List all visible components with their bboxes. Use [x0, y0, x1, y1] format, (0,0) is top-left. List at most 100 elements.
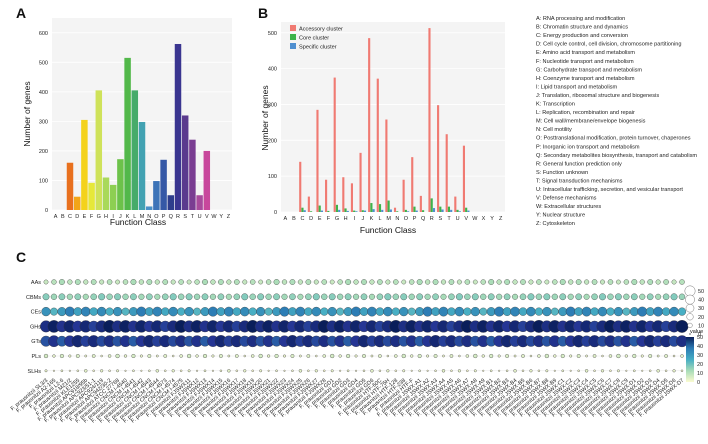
cog-legend-item: V: Defense mechanisms	[536, 196, 597, 202]
panel-b-bar-accessory	[454, 196, 457, 212]
panel-c-bubble	[112, 307, 123, 317]
panel-c-bubble	[186, 279, 192, 285]
panel-c-bubble	[502, 307, 512, 316]
panel-c-bubble	[645, 307, 655, 316]
panel-c-label: C	[16, 249, 26, 265]
panel-c-bubble	[76, 369, 79, 372]
panel-c-bubble	[465, 354, 470, 358]
panel-c-bubble	[115, 353, 120, 359]
panel-a-bar	[160, 159, 167, 210]
panel-c-bubble	[401, 279, 407, 285]
panel-c-bubble	[354, 354, 358, 358]
panel-c-bubble	[569, 369, 572, 372]
panel-c-bubble	[536, 279, 542, 285]
panel-c-bubble	[615, 293, 622, 301]
panel-b-bar-accessory	[333, 77, 336, 212]
panel-b-y-tick: 0	[274, 210, 277, 216]
panel-c-bubble	[458, 354, 461, 358]
panel-a-bar	[153, 181, 160, 210]
panel-c-bubble	[298, 369, 303, 373]
panel-b-x-tick: W	[472, 216, 478, 222]
panel-c-bubble	[273, 293, 280, 301]
panel-c-bubble	[431, 307, 440, 316]
panel-b-bar-core	[327, 210, 330, 212]
panel-c-bubble	[273, 279, 280, 285]
panel-b-x-tick: S	[439, 216, 443, 222]
panel-c-bubble	[210, 279, 216, 285]
panel-c-bubble	[136, 306, 147, 317]
panel-c-bubble	[672, 354, 676, 358]
panel-a-label: A	[16, 5, 26, 21]
panel-c-row-label: GTs	[31, 339, 41, 345]
panel-c-bubble	[155, 369, 159, 373]
panel-c-bubble	[487, 293, 495, 301]
panel-c-bubble	[67, 279, 73, 285]
legend-label-specific: Specific cluster	[299, 45, 337, 51]
panel-c-bubble	[211, 369, 214, 372]
panel-c-bubble	[281, 293, 288, 300]
panel-c-bubble	[355, 369, 358, 372]
panel-c-bubble	[425, 279, 431, 285]
panel-a-bar	[66, 162, 74, 210]
panel-c-bubble	[584, 279, 590, 285]
panel-c-bubble	[338, 354, 342, 358]
size-legend-label: 0	[698, 332, 701, 338]
panel-b-bar-accessory	[359, 152, 362, 212]
panel-c-bubble	[43, 353, 49, 359]
panel-c-bubble	[290, 354, 295, 358]
panel-c-bubble	[368, 293, 375, 300]
panel-b-x-tick: G	[335, 216, 339, 222]
panel-c-bubble	[529, 369, 533, 373]
panel-c-bubble	[441, 369, 446, 373]
panel-a-x-tick: D	[75, 214, 79, 220]
panel-b-x-tick: E	[318, 216, 322, 222]
panel-c-bubble	[115, 279, 120, 285]
panel-c-bubble	[402, 369, 406, 373]
panel-c-bubble	[408, 293, 415, 300]
panel-c-bubble	[353, 279, 359, 285]
panel-c-bubble	[504, 279, 510, 285]
color-legend-tick: 50	[697, 335, 703, 341]
panel-c-bubble	[544, 353, 549, 359]
panel-c-bubble	[196, 369, 199, 372]
panel-b-bar-specific	[407, 211, 410, 212]
panel-c-bubble	[392, 293, 399, 300]
panel-b-bar-core	[318, 205, 321, 212]
panel-a-bar	[73, 196, 81, 210]
panel-c-bubble	[187, 353, 192, 359]
panel-a-x-tick: M	[140, 214, 145, 220]
panel-c-bubble	[52, 354, 56, 358]
panel-c-bubble	[464, 293, 471, 300]
panel-c-bubble	[251, 369, 254, 372]
legend-label-accessory: Accessory cluster	[299, 27, 343, 33]
panel-c-bubble	[193, 293, 201, 300]
cog-legend-item: L: Replication, recombination and repair	[536, 110, 635, 116]
panel-b-bar-specific	[441, 209, 444, 212]
panel-b-y-tick: 500	[268, 31, 277, 37]
panel-c-bubble	[209, 293, 216, 300]
panel-c-bubble	[542, 307, 552, 317]
panel-c-bubble	[106, 293, 113, 300]
panel-a-x-tick: F	[90, 214, 94, 220]
panel-c-bubble	[52, 369, 55, 372]
panel-c-bubble	[432, 293, 439, 301]
panel-c-bubble	[154, 293, 161, 300]
panel-c-bubble	[655, 293, 662, 300]
panel-b-bar-core	[353, 210, 356, 212]
panel-a-bar	[95, 90, 103, 210]
panel-c-bubble	[527, 293, 535, 301]
panel-c-bubble	[370, 369, 374, 373]
color-legend-bar	[686, 337, 694, 382]
panel-c-bubble	[305, 293, 312, 301]
panel-c-bubble	[116, 369, 119, 373]
panel-c-bubble	[623, 279, 630, 285]
panel-a-bar	[167, 195, 175, 210]
panel-b-x-tick: N	[395, 216, 399, 222]
panel-c-bubble	[449, 354, 454, 358]
panel-a-x-tick: U	[198, 214, 202, 220]
panel-b-x-tick: V	[464, 216, 468, 222]
size-legend-label: 40	[698, 298, 704, 304]
panel-c-bubble	[616, 353, 621, 359]
panel-c-bubble	[74, 279, 81, 285]
panel-c-bubble	[283, 354, 286, 358]
